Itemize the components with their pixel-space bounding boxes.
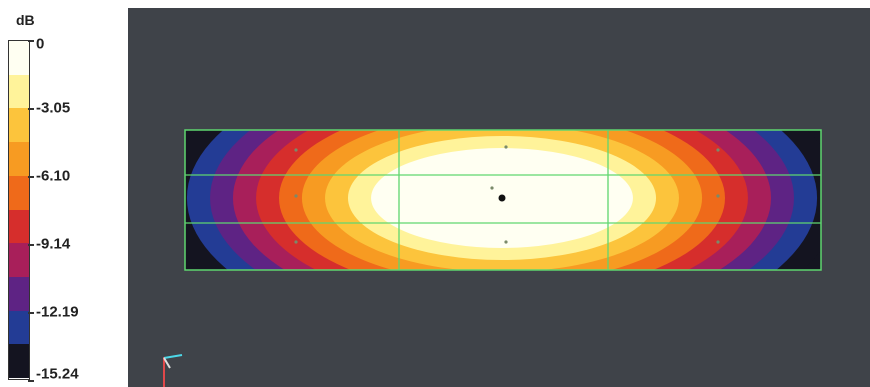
colorbar-segment [9,175,29,210]
colorbar-segment [9,243,29,278]
colorbar-tick [28,108,34,110]
axis-triad-x [163,354,183,359]
axis-triad-z [163,357,171,369]
probe-point [716,240,720,244]
colorbar-tick-label: -9.14 [36,235,71,253]
probe-point [716,148,720,152]
unit-label: dB [16,12,35,28]
center-source-point [498,194,506,202]
colorbar-tick-label: -15.24 [36,365,79,383]
colorbar-segment [9,74,29,109]
probe-point [504,240,508,244]
colorbar-segment [9,142,29,177]
colorbar-segment [9,41,29,76]
colorbar-segment [9,108,29,143]
probe-markers [294,145,720,244]
colorbar [8,40,30,380]
colorbar-tick-label: -3.05 [36,99,71,117]
probe-point [490,186,494,190]
colorbar-tick-label: 0 [36,35,45,53]
heatmap-svg [163,129,822,387]
probe-point [294,194,298,198]
colorbar-segment [9,310,29,345]
grid-lines [184,129,822,271]
colorbar-tick [28,244,34,246]
colorbar-tick [28,312,34,314]
axis-triad [163,354,183,387]
colorbar-tick-label: -12.19 [36,303,79,321]
probe-point [716,194,720,198]
colorbar-tick [28,380,34,382]
colorbar-tick [28,176,34,178]
colorbar-tick-label: -6.10 [36,167,71,185]
grid-outline [184,129,822,271]
probe-point [294,240,298,244]
probe-point [504,145,508,149]
probe-point [294,148,298,152]
colorbar-tick [28,40,34,42]
colorbar-segment [9,344,29,379]
colorbar-segment [9,209,29,244]
colorbar-segment [9,276,29,312]
plot-area [128,8,870,387]
